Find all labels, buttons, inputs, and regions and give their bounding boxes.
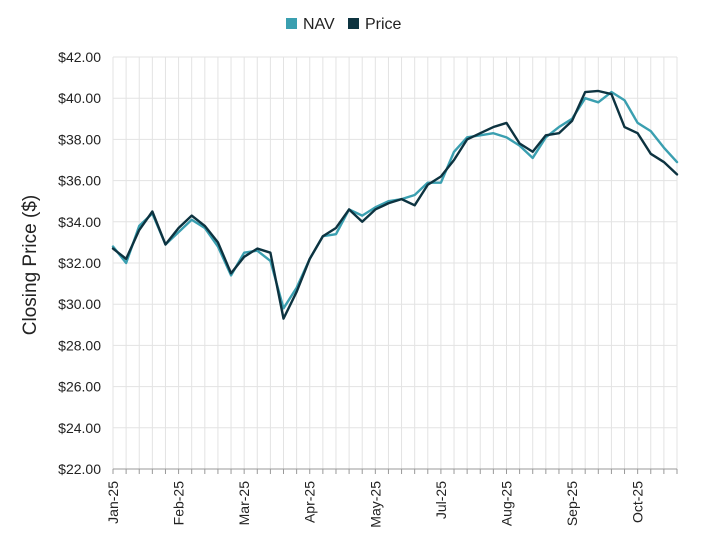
x-tick-label: May-25: [367, 481, 383, 528]
x-tick-label: Feb-25: [171, 481, 187, 526]
y-tick-label: $34.00: [58, 214, 101, 230]
x-tick-label: Aug-25: [498, 481, 514, 526]
y-tick-label: $40.00: [58, 90, 101, 106]
x-tick-label: Jul-25: [433, 481, 449, 519]
x-tick-label: Mar-25: [236, 481, 252, 526]
y-tick-label: $30.00: [58, 296, 101, 312]
series-line-price: [111, 89, 679, 320]
grid: [112, 56, 678, 470]
y-axis-title: Closing Price ($): [20, 195, 41, 335]
y-tick-label: $26.00: [58, 379, 101, 395]
legend-swatch-nav: [286, 18, 297, 29]
x-tick-label: Jan-25: [105, 481, 121, 524]
x-tick-label: Sep-25: [564, 481, 580, 526]
x-tick-label: Apr-25: [302, 481, 318, 523]
axes: $22.00 $24.00 $26.00 $28.00 $30.00 $32.00 $34.…: [58, 49, 678, 528]
series-lines: [111, 89, 679, 320]
y-tick-label: $24.00: [58, 420, 101, 436]
y-tick-label: $22.00: [58, 461, 101, 477]
y-tick-label: $36.00: [58, 173, 101, 189]
y-tick-label: $42.00: [58, 49, 101, 65]
legend-label-nav: NAV: [303, 16, 335, 33]
legend-swatch-price: [348, 18, 359, 29]
x-tick-label: Oct-25: [630, 481, 646, 523]
y-tick-label: $28.00: [58, 337, 101, 353]
legend: NAV Price: [286, 16, 402, 33]
y-tick-label: $38.00: [58, 131, 101, 147]
y-tick-label: $32.00: [58, 255, 101, 271]
legend-label-price: Price: [365, 16, 402, 33]
